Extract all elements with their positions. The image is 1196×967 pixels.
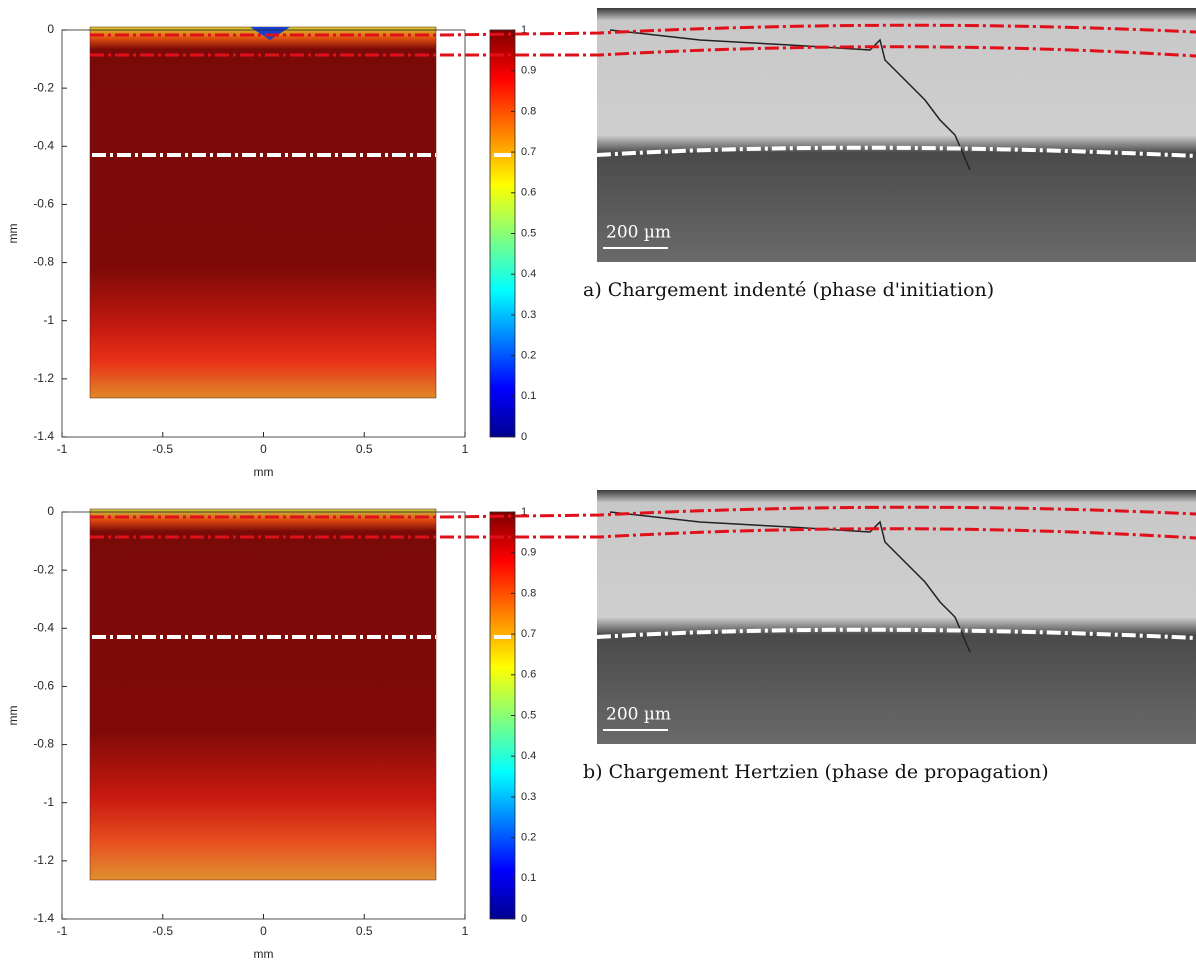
panel: -1 -0.5 0 0.5 1 0 -0.2 -0.4 -0.6 -0.8 -1 -1.2 -1.4 mm… (6, 490, 1196, 961)
x-tick-label: 0 (260, 924, 267, 938)
y-tick-label: -0.6 (33, 679, 54, 693)
caption: b) Chargement Hertzien (phase de propaga… (583, 761, 1049, 783)
x-tick-label: -0.5 (152, 442, 173, 456)
colorbar-tick-label: 0.2 (521, 350, 536, 362)
x-tick-label: -1 (57, 442, 68, 456)
y-tick-label: -0.8 (33, 737, 54, 751)
caption: a) Chargement indenté (phase d'initiatio… (583, 279, 994, 301)
y-tick-label: -0.2 (33, 562, 54, 576)
particle-field (89, 508, 437, 881)
x-tick-label: 0.5 (356, 924, 373, 938)
y-tick-label: -0.4 (33, 138, 54, 152)
x-tick-label: 1 (462, 924, 469, 938)
colorbar-tick-label: 0.9 (521, 65, 536, 77)
colorbar-tick-label: 0.4 (521, 750, 536, 762)
y-tick-label: -1.4 (33, 429, 54, 443)
red-line-bottom (90, 45, 1196, 58)
y-tick-label: -1.4 (33, 911, 54, 925)
colorbar-tick-label: 0.8 (521, 587, 536, 599)
red-line-bottom (90, 527, 1196, 540)
y-tick-label: -1.2 (33, 853, 54, 867)
y-tick-label: -1 (43, 795, 54, 809)
red-line-top (90, 23, 1196, 37)
y-tick-label: 0 (47, 22, 54, 36)
colorbar-tick-label: 0.4 (521, 268, 536, 280)
colorbar-tick-label: 0.2 (521, 832, 536, 844)
colorbar-tick-label: 0.8 (521, 105, 536, 117)
x-axis-label: mm (254, 465, 274, 479)
y-tick-label: -0.4 (33, 620, 54, 634)
colorbar (489, 29, 516, 438)
y-axis-label: mm (6, 224, 20, 244)
y-tick-label: -0.2 (33, 80, 54, 94)
colorbar-tick-label: 0.6 (521, 669, 536, 681)
particle-field (89, 26, 437, 399)
colorbar-tick-label: 0.7 (521, 146, 536, 158)
y-tick-label: -1.2 (33, 371, 54, 385)
scale-bar-label: 200 µm (606, 223, 671, 243)
colorbar-tick-label: 0 (521, 913, 527, 925)
x-tick-label: -1 (57, 924, 68, 938)
colorbar-tick-label: 0.5 (521, 227, 536, 239)
colorbar-tick-label: 1 (521, 24, 527, 36)
red-line-top (90, 505, 1196, 519)
y-axis-label: mm (6, 706, 20, 726)
colorbar-tick-label: 0.9 (521, 547, 536, 559)
x-tick-label: 0 (260, 442, 267, 456)
x-axis-label: mm (254, 947, 274, 961)
white-line-micro (596, 627, 1196, 640)
x-tick-label: 0.5 (356, 442, 373, 456)
y-tick-label: 0 (47, 504, 54, 518)
colorbar-tick-label: 0.6 (521, 187, 536, 199)
x-tick-label: -0.5 (152, 924, 173, 938)
colorbar-tick-label: 0.1 (521, 390, 536, 402)
colorbar-tick-label: 0.3 (521, 791, 536, 803)
x-tick-label: 1 (462, 442, 469, 456)
y-tick-label: -0.6 (33, 197, 54, 211)
colorbar-tick-label: 0.1 (521, 872, 536, 884)
panel: -1 -0.5 0 0.5 1 0 -0.2 -0.4 -0.6 -0.8 -1 -1.2 -1.4 mm… (6, 8, 1196, 479)
scale-bar-label: 200 µm (606, 705, 671, 725)
colorbar-tick-label: 0.7 (521, 628, 536, 640)
y-tick-label: -1 (43, 313, 54, 327)
colorbar-tick-label: 0.3 (521, 309, 536, 321)
y-tick-label: -0.8 (33, 255, 54, 269)
crack (609, 511, 971, 653)
colorbar-tick-label: 0 (521, 431, 527, 443)
colorbar-tick-label: 0.5 (521, 709, 536, 721)
white-line-micro (596, 145, 1196, 158)
colorbar-tick-label: 1 (521, 506, 527, 518)
crack (609, 29, 971, 171)
colorbar (489, 511, 516, 920)
